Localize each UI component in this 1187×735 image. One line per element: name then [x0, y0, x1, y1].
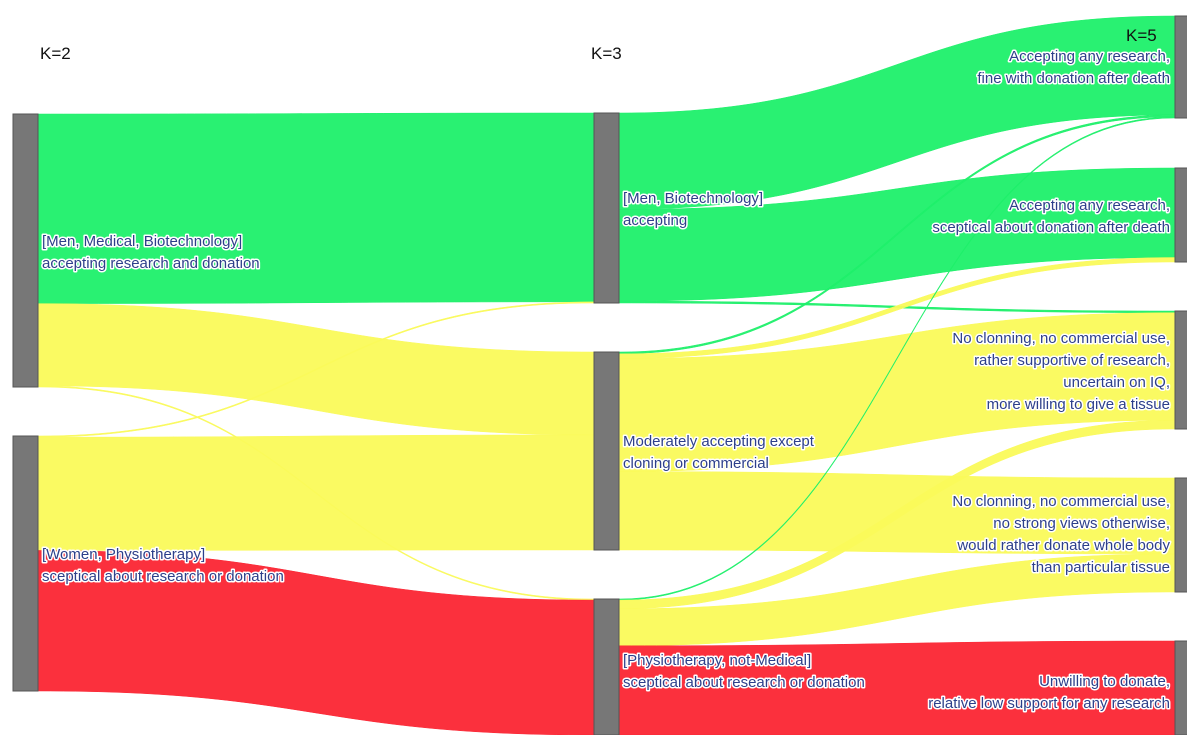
node-label-k2b-line-1: [Women, Physiotherapy] — [42, 546, 205, 563]
node-bar-k5d — [1174, 477, 1187, 593]
flow-k3c-to-k5e — [618, 640, 1176, 735]
node-label-k5e-line-1: Unwilling to donate, — [1039, 673, 1170, 690]
node-label-k5b-line-2: sceptical about donation after death — [932, 219, 1170, 236]
flow-k2b-to-k3c — [37, 550, 595, 735]
node-label-k3b-line-1: Moderately accepting except — [623, 433, 815, 450]
node-label-k5c-line-2: rather supportive of research, — [974, 352, 1170, 369]
node-label-k2a-line-2: accepting research and donation — [42, 255, 260, 272]
node-label-k3c-line-2: sceptical about research or donation — [623, 674, 865, 691]
node-label-k5e-line-2: relative low support for any research — [928, 695, 1170, 712]
column-title-k3: K=3 — [591, 44, 622, 63]
node-bar-k3b — [593, 351, 620, 551]
flow-k2a-to-k3a — [37, 112, 595, 304]
labels: K=2 K=3 K=5 [Men, Medical, Biotechnology… — [40, 26, 1172, 714]
node-bar-k2a — [12, 113, 39, 388]
node-bar-k5a — [1174, 15, 1187, 119]
column-title-k2: K=2 — [40, 44, 71, 63]
node-label-k5d-line-2: no strong views otherwise, — [993, 515, 1170, 532]
node-label-k5c-line-3: uncertain on IQ, — [1063, 374, 1170, 391]
node-label-k5a-line-2: fine with donation after death — [977, 70, 1170, 87]
node-bar-k2b — [12, 435, 39, 692]
node-label-k3c-line-1: [Physiotherapy, not-Medical] — [623, 652, 811, 669]
node-bar-k5b — [1174, 167, 1187, 263]
flows — [37, 15, 1176, 735]
node-bar-k5e — [1174, 640, 1187, 735]
node-label-k5a-line-1: Accepting any research, — [1009, 48, 1170, 65]
node-bar-k3c — [593, 598, 620, 735]
node-label-k5d-line-4: than particular tissue — [1032, 559, 1170, 576]
node-label-k3b-line-2: cloning or commercial — [623, 455, 769, 472]
node-label-k5c-line-1: No clonning, no commercial use, — [952, 330, 1170, 347]
node-label-k2a-line-1: [Men, Medical, Biotechnology] — [42, 233, 242, 250]
node-label-k3a-line-2: accepting — [623, 212, 687, 229]
node-label-k3a-line-1: [Men, Biotechnology] — [623, 190, 763, 207]
node-label-k5d-line-1: No clonning, no commercial use, — [952, 493, 1170, 510]
node-label-k5d-line-3: would rather donate whole body — [956, 537, 1170, 554]
nodes — [12, 15, 1187, 735]
node-label-k5b-line-1: Accepting any research, — [1009, 197, 1170, 214]
node-bar-k3a — [593, 112, 620, 304]
column-title-k5: K=5 — [1126, 26, 1157, 45]
node-label-k2b-line-2: sceptical about research or donation — [42, 568, 284, 585]
flow-k2b-to-k3b — [37, 434, 595, 551]
node-label-k5c-line-4: more willing to give a tissue — [987, 396, 1170, 413]
node-bar-k5c — [1174, 310, 1187, 430]
